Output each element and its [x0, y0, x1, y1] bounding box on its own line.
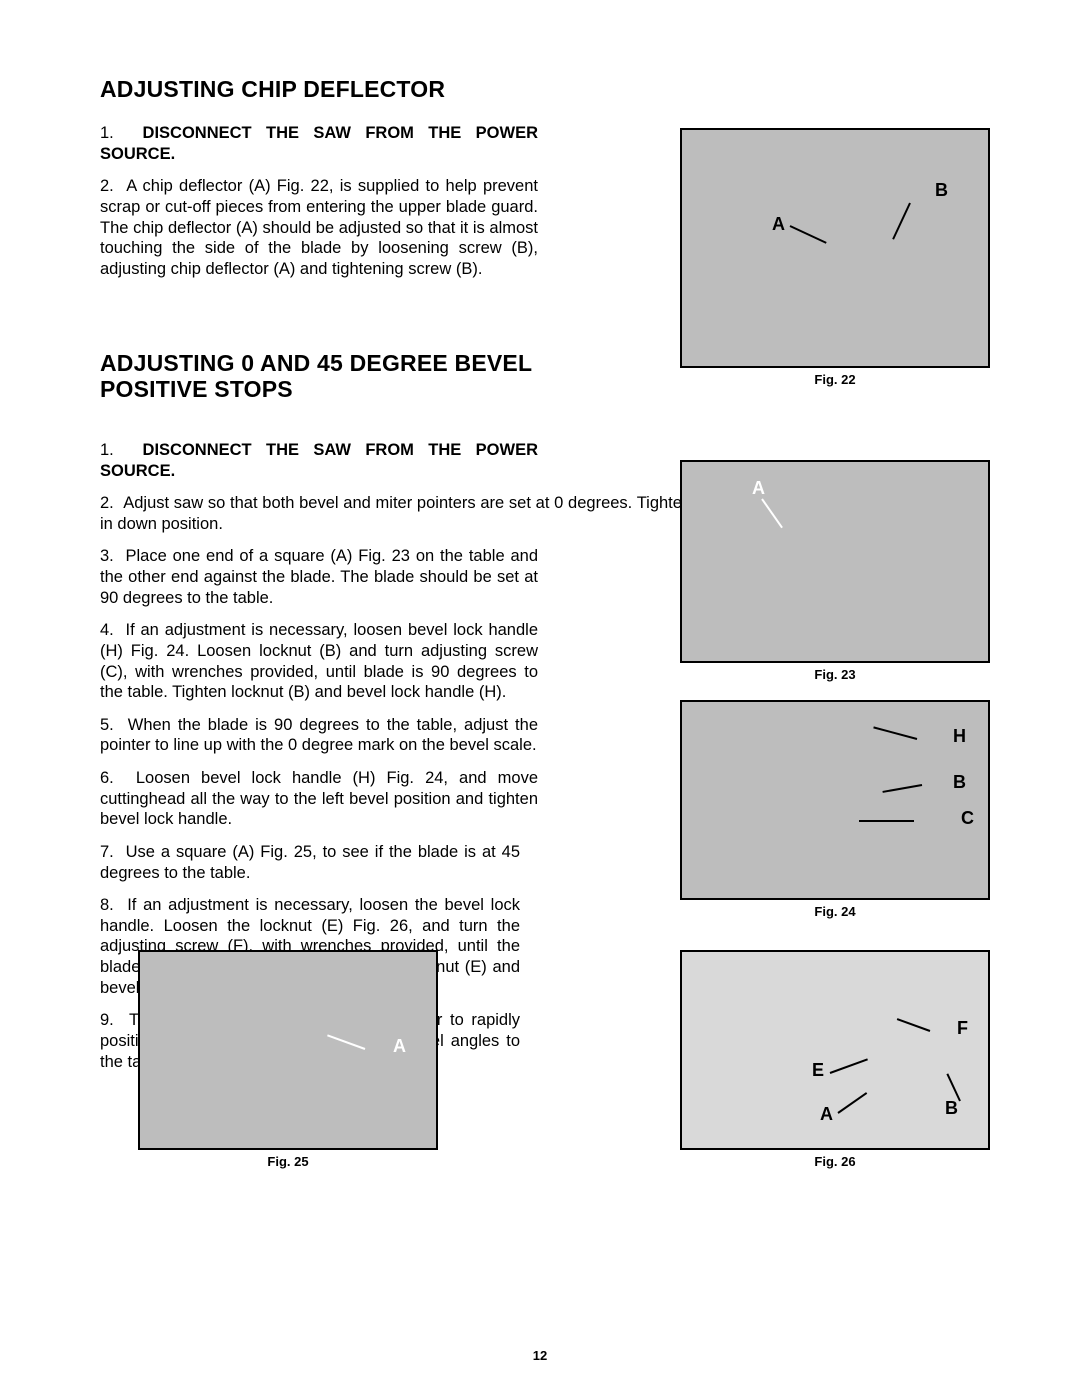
fig22-label-A: A [772, 214, 785, 235]
fig26-caption: Fig. 26 [680, 1154, 990, 1169]
section1-title: ADJUSTING CHIP DEFLECTOR [100, 76, 990, 103]
s2-step5-text: When the blade is 90 degrees to the tabl… [100, 716, 538, 755]
figure-24: H B C [680, 700, 990, 900]
leader-line [873, 726, 917, 740]
s1-step1: 1. DISCONNECT THE SAW FROM THE POWER SOU… [100, 123, 538, 164]
s2-step3-num: 3. [100, 547, 114, 565]
fig23-label-A: A [752, 478, 765, 499]
fig24-caption: Fig. 24 [680, 904, 990, 919]
s2-step5-num: 5. [100, 716, 114, 734]
s2-step7-text: Use a square (A) Fig. 25, to see if the … [100, 843, 520, 882]
s2-step1-text: DISCONNECT THE SAW FROM THE POWER SOURCE… [100, 441, 538, 480]
section2-title: ADJUSTING 0 AND 45 DEGREE BEVEL POSITIVE… [100, 351, 540, 402]
page-number: 12 [0, 1348, 1080, 1363]
s2-step1-num: 1. [100, 441, 114, 459]
fig26-label-F: F [957, 1018, 968, 1039]
figure-26: F E A B [680, 950, 990, 1150]
leader-line [859, 820, 914, 822]
fig22-label-B: B [935, 180, 948, 201]
s2-step7: 7. Use a square (A) Fig. 25, to see if t… [100, 842, 520, 883]
fig24-label-C: C [961, 808, 974, 829]
s2-step3-text: Place one end of a square (A) Fig. 23 on… [100, 547, 538, 606]
s1-step1-text: DISCONNECT THE SAW FROM THE POWER SOURCE… [100, 124, 538, 163]
leader-line [892, 203, 911, 240]
s1-step2: 2. A chip deflector (A) Fig. 22, is supp… [100, 176, 538, 279]
s2-step4: 4. If an adjustment is necessary, loosen… [100, 620, 538, 703]
leader-line [761, 498, 783, 528]
leader-line [897, 1018, 931, 1032]
leader-line [830, 1058, 868, 1074]
s2-step8-num: 8. [100, 896, 114, 914]
s2-step6: 6. Loosen bevel lock handle (H) Fig. 24,… [100, 768, 538, 830]
s2-step6-num: 6. [100, 769, 114, 787]
figure-22: A B [680, 128, 990, 368]
leader-line [882, 784, 922, 793]
fig24-label-B: B [953, 772, 966, 793]
s1-step2-text: A chip deflector (A) Fig. 22, is supplie… [100, 177, 538, 278]
fig26-label-B: B [945, 1098, 958, 1119]
leader-line [837, 1092, 867, 1114]
s2-step4-num: 4. [100, 621, 114, 639]
fig25-label-A: A [393, 1036, 406, 1057]
figure-25: A [138, 950, 438, 1150]
s2-step2-num: 2. [100, 494, 114, 512]
fig23-caption: Fig. 23 [680, 667, 990, 682]
s2-step5: 5. When the blade is 90 degrees to the t… [100, 715, 538, 756]
s2-step7-num: 7. [100, 843, 114, 861]
fig26-label-A: A [820, 1104, 833, 1125]
leader-line [790, 225, 827, 244]
s2-step1: 1. DISCONNECT THE SAW FROM THE POWER SOU… [100, 440, 538, 481]
s2-step6-text: Loosen bevel lock handle (H) Fig. 24, an… [100, 769, 538, 828]
fig25-caption: Fig. 25 [138, 1154, 438, 1169]
fig24-label-H: H [953, 726, 966, 747]
s2-step3: 3. Place one end of a square (A) Fig. 23… [100, 546, 538, 608]
leader-line [327, 1034, 365, 1050]
s1-step1-num: 1. [100, 124, 114, 142]
figure-23: A [680, 460, 990, 663]
fig26-label-E: E [812, 1060, 824, 1081]
fig22-caption: Fig. 22 [680, 372, 990, 387]
s1-step2-num: 2. [100, 177, 114, 195]
s2-step9-num: 9. [100, 1011, 114, 1029]
s2-step4-text: If an adjustment is necessary, loosen be… [100, 621, 538, 701]
